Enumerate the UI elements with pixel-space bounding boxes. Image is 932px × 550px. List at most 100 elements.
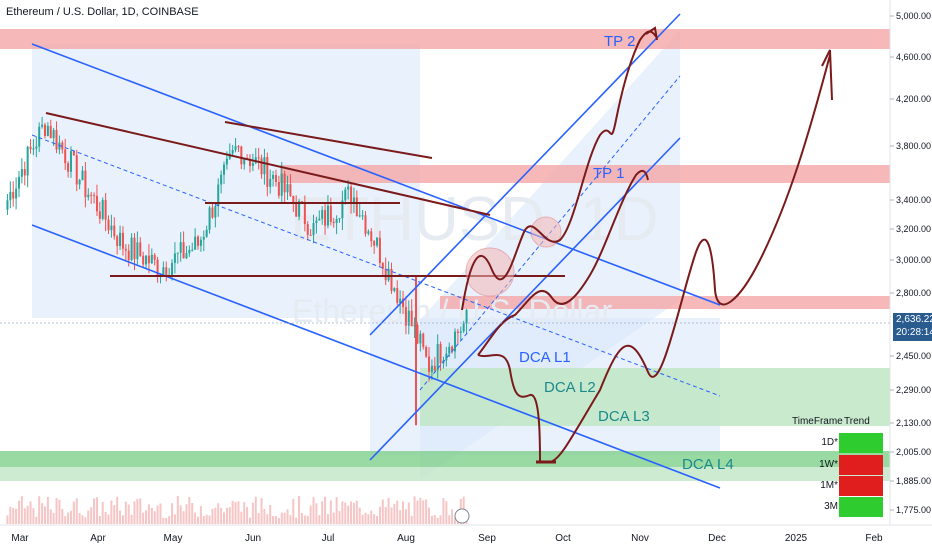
volume-bar (318, 515, 321, 524)
candle-body (272, 175, 275, 179)
candle-body (75, 155, 78, 185)
volume-bar (107, 514, 110, 524)
volume-bar (6, 515, 9, 524)
candle-body (387, 268, 390, 281)
volume-bar (220, 507, 223, 524)
price-axis[interactable]: 5,000.00 4,600.00 4,200.00 3,800.00 3,400.00… (890, 11, 931, 515)
candle-body (113, 225, 116, 237)
trend-cell-up (839, 433, 883, 453)
volume-bar (55, 498, 58, 524)
time-tick-label: Aug (397, 533, 415, 544)
volume-bar (119, 510, 122, 524)
candle-body (335, 219, 338, 224)
candle-body (260, 158, 263, 175)
volume-bar (364, 512, 367, 524)
candle-body (453, 331, 457, 352)
time-tick-label: Jun (245, 533, 261, 544)
volume-bar (90, 507, 93, 524)
candle-body (156, 259, 159, 277)
volume-bar (428, 507, 431, 524)
candle-body (364, 215, 367, 234)
volume-bar (289, 515, 292, 524)
volume-bar (243, 502, 246, 524)
volume-bar (168, 516, 171, 524)
candle-body (312, 222, 315, 235)
trendline-top (45, 112, 491, 216)
candle-body (191, 249, 194, 251)
candle-body (378, 237, 381, 264)
candle-body (234, 146, 237, 150)
time-tick-label: Dec (708, 533, 726, 544)
volume-bar (165, 517, 168, 524)
trendline-short (224, 121, 433, 159)
time-tick-label: 2025 (785, 533, 808, 544)
volume-bar (29, 501, 32, 524)
price-tick-label: 1,775.00 (896, 505, 931, 515)
time-axis[interactable]: Mar Apr May Jun Jul Aug Sep Oct Nov Dec 2025 Feb (11, 533, 883, 544)
candle-body (136, 242, 139, 260)
candle-body (116, 236, 119, 246)
candle-body (43, 124, 46, 137)
volume-bar (321, 501, 324, 524)
time-tick-label: Sep (478, 533, 496, 544)
candle-body (104, 199, 107, 220)
candle-body (344, 189, 347, 201)
candle-body (69, 151, 72, 172)
volume-bar (205, 514, 208, 524)
volume-bar (41, 503, 44, 524)
candle-body (124, 248, 127, 251)
candle-body (465, 309, 468, 324)
candle-body (231, 149, 234, 154)
dca-l4-label: DCA L4 (682, 456, 734, 473)
candle-body (358, 215, 361, 217)
candle-body (410, 310, 413, 327)
volume-bar (222, 512, 226, 524)
candle-body (162, 267, 165, 276)
volume-bar (159, 503, 162, 524)
volume-bar (442, 498, 445, 524)
volume-bar (251, 502, 254, 524)
dca-zone-l3 (420, 396, 890, 426)
candle-body (150, 254, 153, 264)
candle-body (205, 229, 208, 237)
tp2-zone (0, 29, 890, 49)
candle-body (220, 174, 223, 185)
volume-bar (142, 512, 145, 524)
channel-mid-line (31, 134, 721, 397)
volume-bar (373, 514, 376, 524)
candle-body (445, 353, 448, 361)
trend-table: TimeFrame Trend 1D* 1W* 1M* 3M (786, 414, 886, 518)
volume-bar (269, 505, 272, 524)
dca-l2-label: DCA L2 (544, 379, 596, 396)
candle-body (324, 210, 327, 226)
candle-body (370, 231, 373, 242)
volume-bar (413, 496, 416, 524)
time-tick-label: Nov (631, 533, 649, 544)
volume-bar (335, 497, 338, 524)
candle-body (433, 365, 436, 371)
dca-zone-l4-light (0, 467, 890, 481)
candle-body (165, 267, 168, 276)
volume-bar (396, 500, 399, 524)
candle-body (81, 170, 84, 181)
candle-body (251, 163, 254, 166)
candle-body (373, 241, 376, 246)
candle-body (289, 184, 292, 196)
volume-bar (436, 517, 439, 524)
candle-body (332, 221, 335, 224)
candle-body (101, 199, 104, 219)
volume-bar (43, 506, 46, 524)
candle-body (6, 200, 9, 210)
candle-body (222, 164, 226, 175)
candle-body (277, 181, 280, 196)
volume-bar (419, 497, 422, 524)
candle-body (402, 298, 405, 308)
volume-bar (116, 496, 119, 524)
candle-body (17, 176, 21, 189)
price-tick-label: 3,800.00 (896, 141, 931, 151)
volume-bar (329, 500, 332, 524)
volume-bar (133, 501, 136, 524)
forecast-path-tp1 (477, 169, 649, 356)
candle-body (459, 331, 462, 333)
